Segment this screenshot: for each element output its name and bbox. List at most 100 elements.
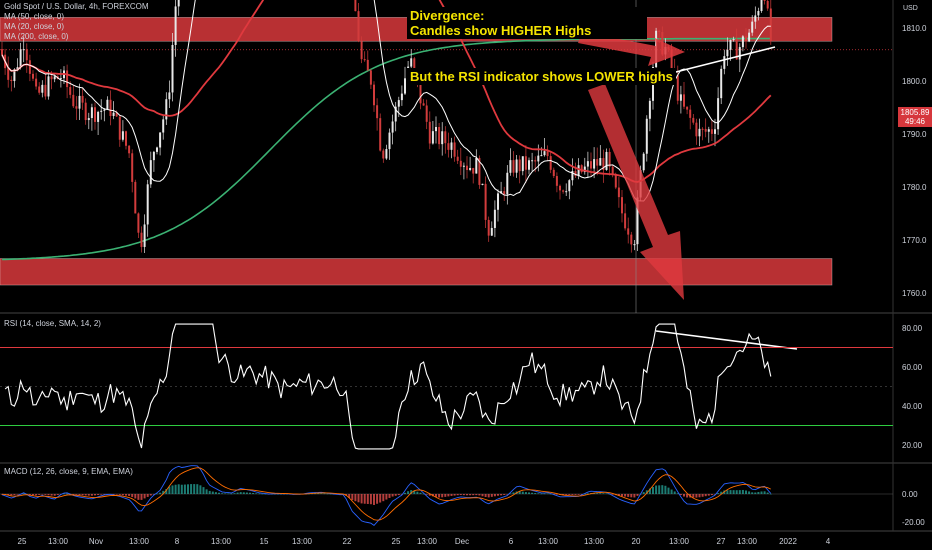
macd-tick-label: 0.00	[902, 490, 918, 499]
time-tick-label: 20	[632, 537, 641, 546]
macd-hist-bar	[583, 493, 586, 495]
macd-hist-bar	[78, 494, 81, 496]
macd-hist-bar	[435, 494, 437, 497]
price-tag-value: 1805.89	[900, 108, 930, 117]
candle-body	[410, 58, 413, 67]
candle-body	[13, 69, 16, 82]
macd-hist-bar	[754, 492, 757, 494]
macd-hist-bar	[354, 494, 357, 502]
macd-hist-bar	[413, 490, 416, 494]
macd-hist-bar	[462, 494, 465, 496]
macd-hist-bar	[543, 493, 546, 495]
macd-hist-bar	[577, 494, 580, 495]
candle-body	[590, 161, 592, 169]
candle-body	[103, 109, 106, 111]
candle-body	[506, 172, 509, 195]
time-tick-label: 27	[717, 537, 726, 546]
axes: 1760.01770.01780.01790.01800.01810.01820…	[18, 24, 927, 546]
candle-body	[689, 109, 692, 118]
macd-hist-bar	[493, 494, 496, 497]
candle-body	[75, 106, 78, 109]
macd-hist-bar	[627, 494, 630, 497]
price-tag-countdown: 49:46	[904, 117, 926, 126]
candle-body	[397, 100, 400, 107]
candle-body	[540, 155, 543, 157]
candle-body	[760, 0, 763, 12]
macd-hist-bar	[642, 492, 645, 494]
macd-hist-bar	[717, 493, 720, 494]
macd-hist-bar	[236, 492, 239, 494]
candle-body	[131, 153, 134, 182]
macd-hist-bar	[180, 484, 183, 494]
candle-body	[534, 160, 537, 162]
macd-hist-bar	[729, 490, 732, 494]
macd-hist-bar	[655, 485, 658, 494]
macd-hist-bar	[196, 484, 199, 494]
price-tick-label: 1800.0	[902, 77, 927, 86]
macd-hist-bar	[146, 494, 149, 497]
macd-hist-bar	[490, 494, 493, 497]
candle-body	[366, 59, 369, 71]
macd-hist-bar	[391, 494, 394, 497]
macd-hist-bar	[438, 494, 441, 498]
candle-body	[475, 157, 478, 174]
macd-hist-bar	[152, 494, 155, 495]
candle-body	[611, 166, 614, 175]
main-legend: Gold Spot / U.S. Dollar, 4h, FOREXCOM MA…	[4, 2, 149, 42]
time-tick-label: 13:00	[417, 537, 438, 546]
macd-pane	[0, 465, 893, 527]
macd-hist-bar	[47, 494, 50, 496]
time-tick-label: Nov	[89, 537, 103, 546]
candle-body	[723, 56, 726, 69]
candle-body	[100, 110, 103, 112]
candle-body	[484, 183, 487, 220]
candle-body	[701, 128, 704, 130]
macd-hist-bar	[679, 494, 682, 496]
macd-hist-bar	[466, 494, 468, 496]
candle-body	[605, 151, 608, 170]
macd-hist-bar	[227, 493, 230, 495]
macd-hist-bar	[245, 492, 248, 494]
macd-hist-bar	[447, 494, 450, 497]
candle-body	[602, 158, 605, 170]
macd-hist-bar	[320, 493, 323, 495]
macd-hist-bar	[100, 494, 103, 495]
macd-hist-bar	[87, 494, 90, 496]
macd-hist-bar	[326, 493, 329, 495]
annotation-line3: But the RSI indicator shows LOWER highs	[407, 68, 676, 85]
candle-body	[94, 107, 96, 122]
macd-hist-bar	[44, 494, 47, 495]
macd-hist-bar	[230, 493, 233, 495]
macd-hist-bar	[360, 494, 363, 504]
candle-body	[710, 129, 713, 134]
candle-body	[72, 94, 75, 107]
macd-hist-bar	[419, 492, 422, 494]
candle-body	[47, 76, 50, 97]
macd-hist-bar	[187, 484, 189, 494]
macd-hist-bar	[562, 494, 565, 495]
macd-hist-bar	[664, 485, 667, 494]
candle-body	[518, 159, 521, 172]
macd-hist-bar	[534, 493, 537, 494]
candle-body	[704, 128, 707, 132]
macd-label: MACD (12, 26, close, 9, EMA, EMA)	[4, 467, 133, 476]
candle-body	[128, 145, 131, 154]
macd-hist-bar	[503, 494, 506, 495]
grid-lines	[0, 0, 932, 532]
macd-hist-bar	[410, 490, 413, 494]
candle-body	[90, 107, 93, 119]
macd-hist-bar	[596, 493, 599, 494]
macd-hist-bar	[264, 493, 267, 495]
candle-body	[555, 176, 558, 186]
candle-body	[617, 187, 620, 198]
macd-legend: MACD (12, 26, close, 9, EMA, EMA)	[4, 467, 133, 477]
macd-hist-bar	[624, 494, 627, 497]
candle-body	[38, 86, 41, 93]
macd-hist-bar	[459, 494, 462, 496]
candle-body	[438, 127, 441, 145]
candle-body	[159, 132, 162, 148]
macd-hist-bar	[757, 491, 760, 494]
candle-body	[512, 160, 515, 173]
candle-body	[174, 6, 177, 45]
candle-body	[714, 129, 716, 134]
